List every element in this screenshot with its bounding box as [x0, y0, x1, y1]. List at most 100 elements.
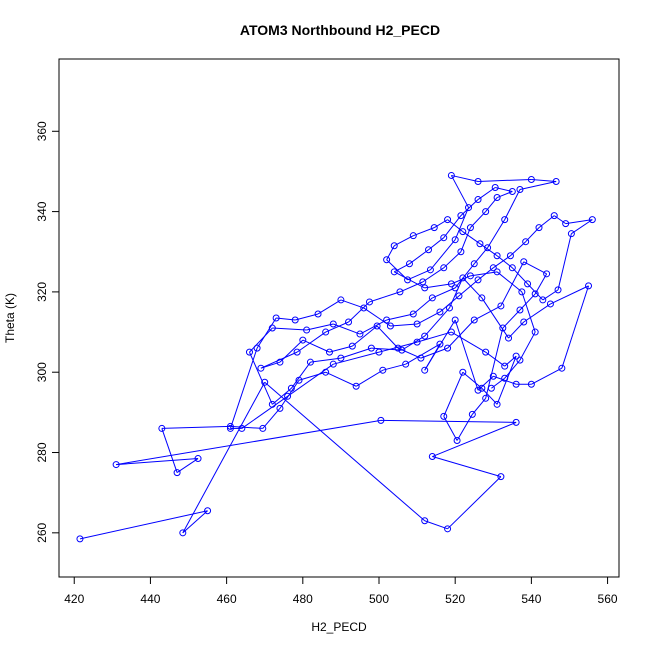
data-point	[421, 332, 429, 340]
data-point	[413, 320, 421, 328]
data-point	[383, 256, 391, 264]
data-point	[474, 177, 482, 185]
data-point	[428, 453, 436, 461]
data-point	[194, 455, 202, 463]
series-line-segment	[508, 321, 525, 339]
series-line-segment	[523, 261, 547, 275]
data-point	[173, 469, 181, 477]
y-tick-label: 260	[35, 522, 49, 542]
data-point	[325, 348, 333, 356]
series-line-segment	[264, 381, 426, 522]
data-point	[512, 352, 520, 360]
data-point	[512, 380, 520, 388]
x-tick-label: 540	[521, 592, 541, 606]
series-line-segment	[260, 351, 298, 369]
data-point	[428, 294, 436, 302]
data-point	[567, 230, 575, 238]
data-point	[377, 416, 385, 424]
data-point	[459, 228, 467, 236]
series-line-segment	[502, 309, 521, 329]
data-point	[394, 344, 402, 352]
series-line-segment	[519, 331, 536, 361]
data-point	[489, 372, 497, 380]
data-point	[356, 330, 364, 338]
series-line-segment	[557, 233, 572, 291]
data-point	[484, 244, 492, 252]
series-line-segment	[511, 267, 528, 285]
series-line-segment	[534, 273, 548, 295]
series-line-segment	[397, 347, 422, 359]
data-point	[299, 336, 307, 344]
data-point	[287, 384, 295, 392]
data-point	[259, 424, 267, 432]
series-line-segment	[376, 325, 399, 349]
series-line-segment	[317, 299, 342, 315]
series-line-segment	[371, 347, 402, 351]
data-point	[482, 208, 490, 216]
series-line-segment	[230, 425, 263, 429]
data-point	[436, 340, 444, 348]
data-point	[497, 473, 505, 481]
data-point	[527, 175, 535, 183]
data-point	[468, 410, 476, 418]
series-line-segment	[504, 189, 521, 220]
series-line-segment	[382, 363, 406, 371]
data-point	[476, 240, 484, 248]
series-line-segment	[424, 283, 452, 289]
series-line-segment	[333, 351, 380, 365]
series-line-segment	[462, 371, 483, 389]
series-line-segment	[386, 313, 414, 321]
y-axis-label: Theta (K)	[3, 293, 17, 343]
data-point	[440, 264, 448, 272]
data-point	[508, 188, 516, 196]
y-tick-label: 320	[35, 282, 49, 302]
series-line-segment	[462, 277, 483, 299]
data-point	[337, 354, 345, 362]
series-line-segment	[443, 372, 464, 417]
series-line-segment	[481, 387, 498, 405]
series-line-segment	[256, 317, 277, 349]
data-point	[444, 525, 452, 533]
data-point	[253, 344, 261, 352]
data-point	[478, 294, 486, 302]
series-line-segment	[561, 285, 589, 369]
data-point	[497, 302, 505, 310]
series-line-segment	[272, 387, 292, 405]
series-line-segment	[470, 211, 487, 228]
series-line-segment	[416, 311, 441, 325]
series-line-segment	[306, 323, 334, 331]
data-point	[550, 212, 558, 220]
data-point	[539, 296, 547, 304]
data-point	[501, 374, 509, 382]
series-line-segment	[454, 207, 469, 240]
data-point	[453, 436, 461, 444]
series-line-segment	[553, 215, 566, 225]
series-line-segment	[447, 319, 475, 349]
series-line-segment	[79, 510, 208, 540]
data-point	[512, 418, 520, 426]
data-point	[268, 324, 276, 332]
series-line-segment	[302, 339, 330, 353]
data-point	[158, 424, 166, 432]
data-point	[276, 358, 284, 366]
data-point	[505, 334, 513, 342]
data-point	[546, 300, 554, 308]
series-line-segment	[298, 371, 326, 381]
data-point	[272, 314, 280, 322]
series-line-segment	[340, 347, 372, 359]
series-line-segment	[439, 295, 460, 313]
series-line-segment	[443, 215, 462, 238]
data-point	[337, 296, 345, 304]
series-line-segment	[272, 327, 307, 331]
y-tick-label: 280	[35, 442, 49, 462]
series-line-segment	[229, 347, 258, 429]
series-line-segment	[405, 343, 441, 365]
data-point	[531, 328, 539, 336]
data-point	[396, 288, 404, 296]
data-point	[474, 386, 482, 394]
data-point	[516, 306, 524, 314]
series-line-segment	[454, 319, 479, 391]
data-point	[487, 384, 495, 392]
series-line-segment	[430, 239, 456, 271]
